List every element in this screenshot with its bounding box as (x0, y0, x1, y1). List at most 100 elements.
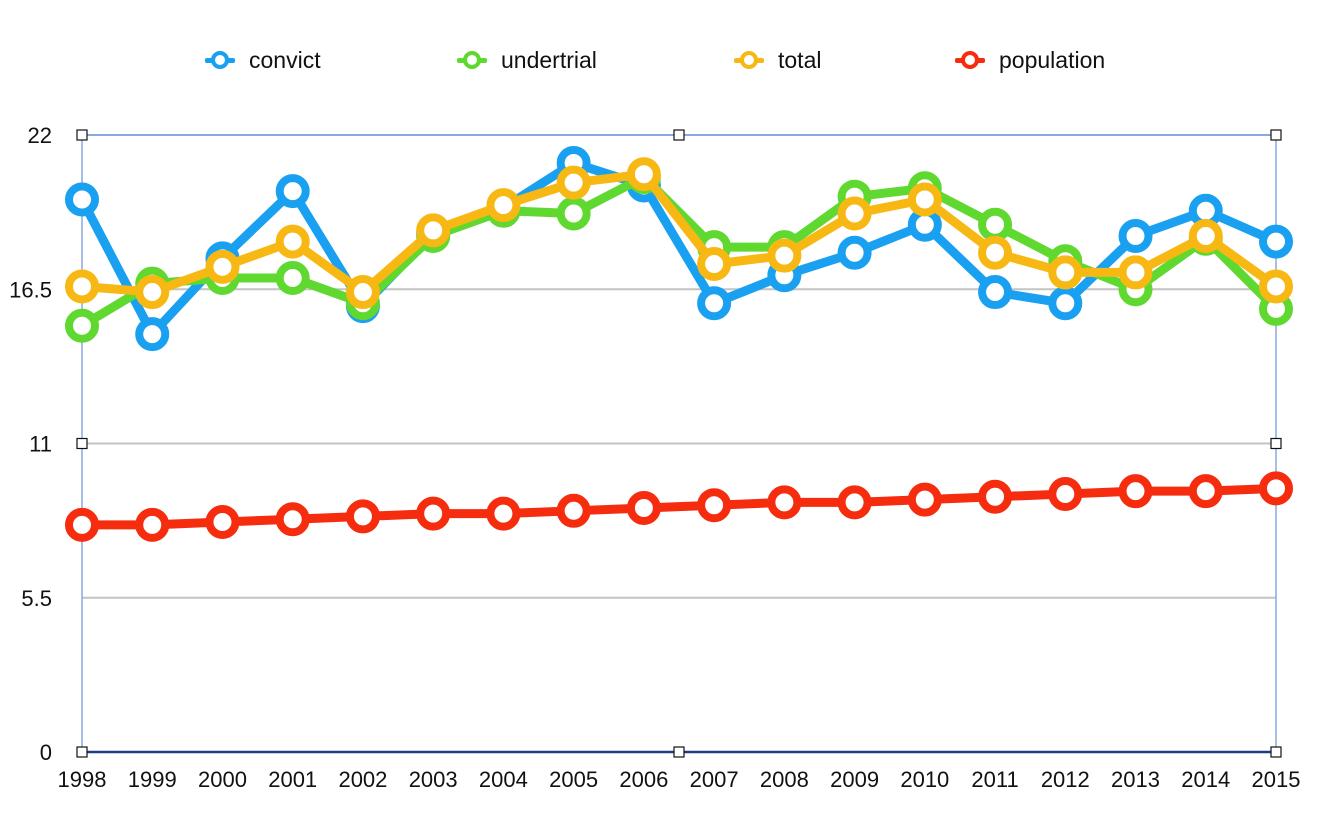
selection-handle-2[interactable] (1270, 129, 1282, 141)
x-tick-label: 2008 (760, 767, 809, 792)
data-point-population-2007 (697, 488, 732, 523)
legend-item-total: total (734, 40, 821, 80)
legend-item-convict: convict (205, 40, 321, 80)
x-tick-label: 2004 (479, 767, 528, 792)
data-point-population-2000 (205, 505, 240, 540)
data-point-population-2014 (1188, 474, 1223, 509)
legend-marker-icon (734, 50, 764, 70)
chart-legend: convict undertrial total population (0, 40, 1322, 80)
selection-handle-1[interactable] (673, 129, 685, 141)
data-point-population-2006 (626, 491, 661, 526)
selection-handle-0[interactable] (76, 129, 88, 141)
data-point-population-2004 (486, 496, 521, 531)
data-point-total-2012 (1048, 255, 1083, 290)
data-point-total-2002 (345, 275, 380, 310)
legend-marker-icon (955, 50, 985, 70)
data-point-total-2014 (1188, 218, 1223, 253)
data-point-population-2002 (345, 499, 380, 534)
x-tick-label: 2005 (549, 767, 598, 792)
x-tick-label: 1998 (58, 767, 107, 792)
y-tick-label: 11 (29, 432, 52, 457)
data-point-population-2005 (556, 493, 591, 528)
selection-handle-5[interactable] (76, 746, 88, 758)
x-tick-label: 2015 (1252, 767, 1301, 792)
data-point-convict-2011 (978, 275, 1013, 310)
data-point-total-2000 (205, 249, 240, 284)
data-point-convict-2015 (1259, 224, 1293, 259)
series-total (65, 157, 1293, 310)
data-point-undertrial-1998 (65, 308, 99, 343)
data-point-total-2001 (275, 224, 310, 259)
selection-handle-7[interactable] (1270, 746, 1282, 758)
data-point-total-2008 (767, 238, 802, 273)
data-point-total-2015 (1259, 269, 1293, 304)
legend-label: undertrial (501, 46, 597, 73)
x-tick-label: 2011 (971, 767, 1018, 792)
data-point-undertrial-2001 (275, 261, 310, 296)
y-tick-label: 5.5 (21, 586, 52, 611)
x-tick-label: 2013 (1111, 767, 1160, 792)
data-point-population-2013 (1118, 474, 1153, 509)
data-point-total-2007 (697, 247, 732, 282)
data-point-convict-2013 (1118, 218, 1153, 253)
data-point-total-2010 (907, 182, 942, 217)
y-tick-label: 16.5 (9, 277, 52, 302)
data-point-population-1998 (65, 507, 99, 542)
data-point-population-1999 (135, 507, 170, 542)
data-point-total-2005 (556, 165, 591, 200)
selection-handle-3[interactable] (76, 437, 88, 450)
data-point-population-2008 (767, 485, 802, 520)
data-point-population-2015 (1259, 471, 1293, 506)
x-axis-ticks: 1998 1999 2000 2001 2002 2003 2004 2005 2006 2007… (58, 767, 1301, 792)
data-point-population-2012 (1048, 476, 1083, 511)
data-point-convict-1999 (135, 317, 170, 352)
data-point-convict-2001 (275, 174, 310, 209)
legend-label: convict (249, 46, 321, 73)
x-tick-label: 2010 (900, 767, 949, 792)
data-point-total-1998 (65, 269, 99, 304)
legend-label: population (999, 46, 1106, 73)
legend-label: total (778, 46, 822, 73)
y-tick-label: 22 (28, 123, 52, 148)
selection-handles (76, 129, 1282, 758)
data-point-total-2013 (1118, 255, 1153, 290)
legend-item-undertrial: undertrial (457, 40, 597, 80)
data-point-total-2011 (978, 235, 1013, 270)
data-point-total-2003 (416, 213, 451, 248)
x-tick-label: 2001 (268, 767, 317, 792)
legend-marker-icon (205, 50, 235, 70)
legend-item-population: population (955, 40, 1105, 80)
y-tick-label: 0 (40, 740, 52, 765)
y-axis-ticks: 0 5.5 11 16.5 22 (9, 123, 52, 765)
data-point-undertrial-2005 (556, 196, 591, 231)
selection-handle-4[interactable] (1270, 437, 1282, 450)
data-point-total-1999 (135, 275, 170, 310)
x-tick-label: 2012 (1041, 767, 1090, 792)
x-tick-label: 1999 (128, 767, 177, 792)
x-tick-label: 2002 (338, 767, 387, 792)
x-tick-label: 2000 (198, 767, 247, 792)
x-tick-label: 2014 (1181, 767, 1230, 792)
series-population (65, 471, 1293, 542)
data-point-convict-2009 (837, 235, 872, 270)
series-line-population (77, 483, 1281, 530)
data-point-total-2009 (837, 196, 872, 231)
x-tick-label: 2006 (619, 767, 668, 792)
data-point-convict-2012 (1048, 286, 1083, 321)
series-lines (65, 146, 1293, 542)
data-point-total-2004 (486, 188, 521, 223)
data-point-undertrial-2011 (978, 207, 1013, 242)
series-convict (65, 146, 1293, 352)
data-point-convict-2007 (697, 286, 732, 321)
data-point-population-2001 (275, 502, 310, 537)
legend-marker-icon (457, 50, 487, 70)
x-tick-label: 2003 (409, 767, 458, 792)
data-point-population-2010 (907, 482, 942, 517)
selection-handle-6[interactable] (673, 746, 685, 758)
data-point-population-2009 (837, 485, 872, 520)
data-point-total-2006 (626, 157, 661, 192)
x-tick-label: 2007 (690, 767, 739, 792)
data-point-population-2011 (978, 479, 1013, 514)
data-point-convict-1998 (65, 182, 99, 217)
